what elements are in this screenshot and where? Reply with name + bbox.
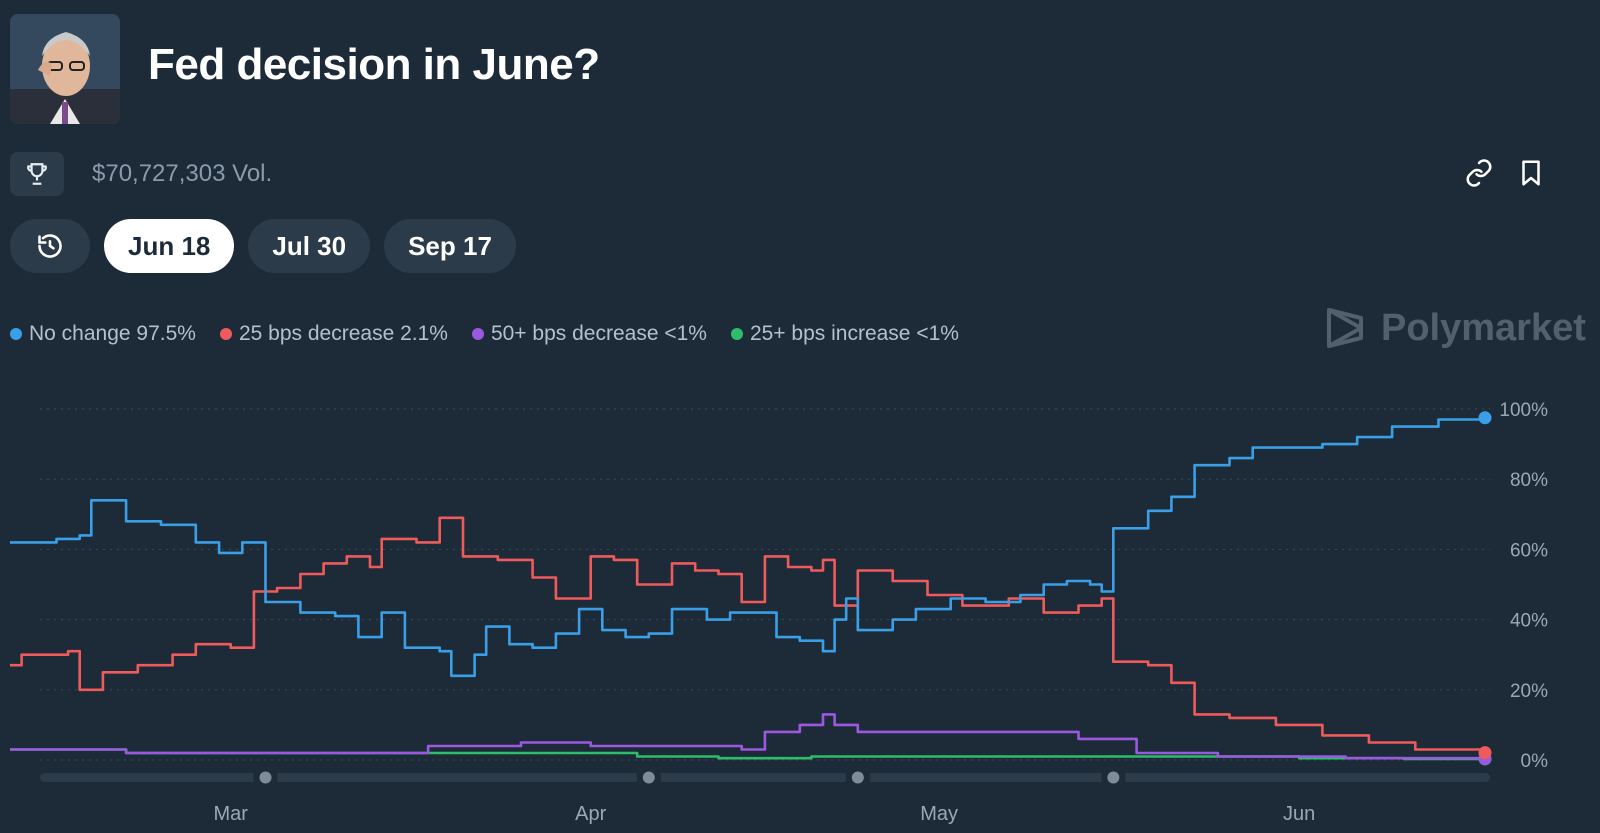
chart-legend: No change 97.5% 25 bps decrease 2.1% 50+… [10, 322, 959, 346]
legend-dot [10, 328, 22, 340]
y-tick-label: 60% [1510, 540, 1548, 561]
trophy-icon [27, 163, 47, 185]
y-tick-label: 0% [1521, 751, 1549, 772]
legend-dot [471, 328, 484, 340]
x-tick-label: Mar [213, 803, 248, 825]
tab-sep-17[interactable]: Sep 17 [384, 219, 516, 273]
y-tick-label: 40% [1510, 611, 1548, 632]
tab-jul-30[interactable]: Jul 30 [248, 219, 371, 273]
x-tick-label: May [920, 803, 958, 825]
series-endpoint [1478, 746, 1492, 760]
timeline-marker [1107, 771, 1120, 784]
link-icon[interactable] [1464, 158, 1494, 188]
series-line-no-change [10, 417, 1487, 678]
x-tick-label: Jun [1283, 803, 1315, 825]
series-line-50-bps-decrease [10, 713, 1487, 760]
timeline-marker [642, 771, 655, 784]
legend-item-no-change: No change 97.5% [10, 322, 196, 346]
y-tick-label: 20% [1510, 681, 1548, 702]
y-tick-label: 80% [1510, 470, 1548, 491]
page-title: Fed decision in June? [148, 40, 600, 89]
y-tick-label: 100% [1499, 400, 1548, 421]
date-tabs: Jun 18 Jul 30 Sep 17 [10, 219, 516, 273]
timeline-marker [259, 771, 272, 784]
x-tick-label: Apr [575, 803, 606, 825]
brand-name: Polymarket [1381, 306, 1586, 349]
trophy-button[interactable] [10, 152, 64, 196]
series-endpoint [1478, 411, 1492, 425]
legend-item-50-bps-decrease: 50+ bps decrease <1% [471, 322, 707, 346]
bookmark-icon[interactable] [1516, 158, 1546, 188]
polymarket-watermark: Polymarket [1325, 306, 1586, 350]
tab-history[interactable] [10, 219, 90, 273]
timeline-marker [851, 771, 864, 784]
volume-label: $70,727,303 Vol. [92, 160, 273, 187]
tab-jun-18[interactable]: Jun 18 [104, 219, 235, 273]
polymarket-logo-icon [1327, 308, 1363, 348]
legend-item-25-bps-decrease: 25 bps decrease 2.1% [219, 322, 448, 346]
series-line-25-bps-decrease [10, 516, 1487, 753]
legend-dot [219, 328, 232, 340]
timeline-scrubber [40, 773, 1490, 782]
legend-item-25-bps-increase: 25+ bps increase <1% [730, 322, 959, 346]
market-avatar [10, 14, 120, 124]
history-icon [38, 234, 62, 258]
legend-dot [730, 328, 743, 340]
